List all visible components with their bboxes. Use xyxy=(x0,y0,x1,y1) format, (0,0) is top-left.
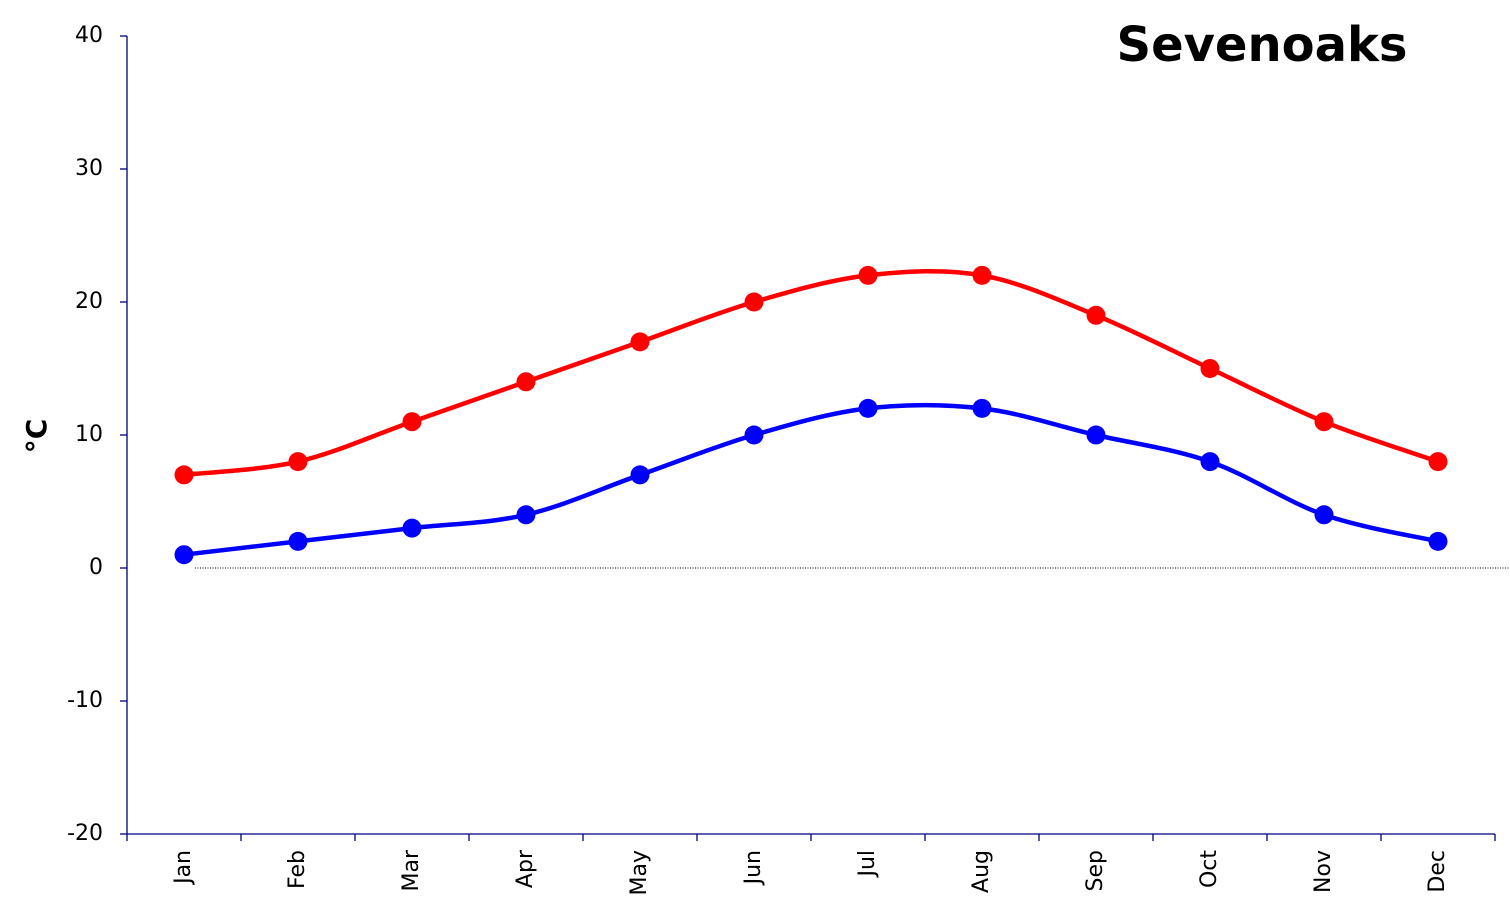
data-point xyxy=(1200,359,1220,378)
y-tick-label: 10 xyxy=(75,422,103,447)
data-point xyxy=(1428,531,1448,551)
data-point xyxy=(744,425,764,445)
data-point xyxy=(174,545,194,565)
x-tick-label: Feb xyxy=(285,850,310,889)
x-tick-label: Jun xyxy=(741,850,766,886)
data-point xyxy=(516,505,536,525)
y-axis-label: °C xyxy=(20,419,53,454)
x-tick-label: Jul xyxy=(855,850,880,879)
data-point xyxy=(972,398,992,418)
y-tick-label: 20 xyxy=(75,289,103,314)
x-tick-label: Dec xyxy=(1425,850,1450,893)
data-point xyxy=(1428,452,1448,472)
data-point xyxy=(288,531,308,551)
data-point xyxy=(858,265,878,285)
x-tick-label: Jan xyxy=(171,850,196,886)
x-tick-label: May xyxy=(627,850,652,895)
data-point xyxy=(858,398,878,418)
data-point xyxy=(174,465,194,485)
data-point xyxy=(288,452,308,472)
x-tick-label: Oct xyxy=(1197,850,1222,888)
data-point xyxy=(744,292,764,312)
x-tick-label: Sep xyxy=(1083,850,1108,891)
y-tick-label: 30 xyxy=(75,156,103,181)
data-point xyxy=(1314,412,1334,432)
y-tick-label: -10 xyxy=(67,688,103,713)
y-tick-label: -20 xyxy=(67,821,103,846)
data-point xyxy=(630,332,650,352)
data-point xyxy=(630,465,650,485)
data-point xyxy=(1200,452,1220,472)
x-tick-label: Aug xyxy=(969,850,994,893)
data-point xyxy=(1086,425,1106,445)
x-tick-label: Apr xyxy=(513,849,538,888)
data-point xyxy=(1314,505,1334,525)
data-point xyxy=(972,265,992,285)
data-point xyxy=(402,412,422,432)
y-tick-label: 0 xyxy=(89,555,103,580)
x-tick-label: Nov xyxy=(1311,850,1336,893)
x-tick-label: Mar xyxy=(399,849,424,891)
series-line xyxy=(183,268,1439,478)
data-point xyxy=(1086,305,1106,325)
series-line xyxy=(183,402,1439,557)
y-tick-label: 40 xyxy=(75,23,103,48)
data-point xyxy=(516,372,536,392)
data-point xyxy=(402,518,422,538)
chart-title: Sevenoaks xyxy=(1117,17,1408,73)
